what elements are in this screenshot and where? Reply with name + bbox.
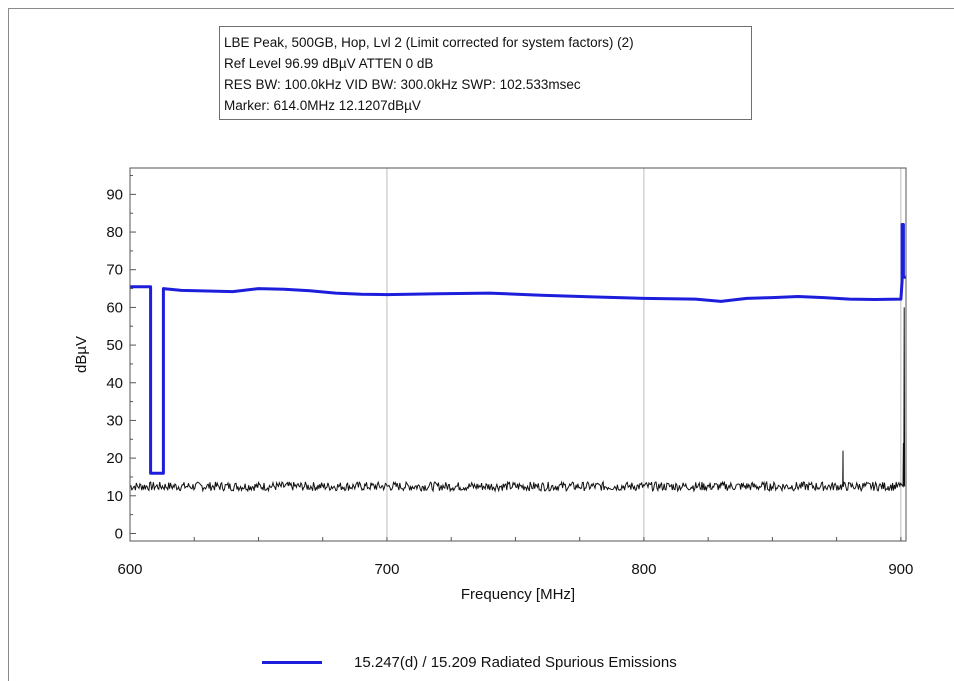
legend-label: 15.247(d) / 15.209 Radiated Spurious Emi…: [354, 653, 677, 671]
x-tick-label: 700: [374, 561, 399, 578]
y-tick-label: 10: [106, 488, 123, 505]
chart-legend: 15.247(d) / 15.209 Radiated Spurious Emi…: [262, 650, 677, 674]
y-tick-label: 60: [106, 299, 123, 316]
y-tick-label: 40: [106, 375, 123, 392]
info-bandwidth-line: RES BW: 100.0kHz VID BW: 300.0kHz SWP: 1…: [224, 77, 581, 92]
info-ref-level-line: Ref Level 96.99 dBµV ATTEN 0 dB: [224, 56, 434, 71]
y-tick-label: 0: [115, 525, 123, 542]
window-frame-left: [8, 8, 9, 681]
y-axis-title: dBµV: [73, 336, 90, 373]
limit-line: [130, 223, 906, 475]
y-tick-label: 90: [106, 186, 123, 203]
series-layer: [129, 223, 906, 493]
label-layer: Frequency [MHz] dBµV: [73, 336, 575, 603]
y-tick-label: 70: [106, 262, 123, 279]
y-tick-label: 20: [106, 450, 123, 467]
axis-layer: 600 700 800 900 0 10 20 30 40 50 60 70 80 90: [106, 175, 913, 578]
x-tick-label: 600: [117, 561, 142, 578]
info-title-line: LBE Peak, 500GB, Hop, Lvl 2 (Limit corre…: [224, 35, 634, 50]
info-marker-line: Marker: 614.0MHz 12.1207dBµV: [224, 98, 421, 113]
plot-border: [129, 167, 907, 542]
measurement-info-box: LBE Peak, 500GB, Hop, Lvl 2 (Limit corre…: [219, 26, 752, 120]
window-frame-top: [8, 8, 954, 9]
measurement-trace: [129, 307, 906, 493]
x-axis-title: Frequency [MHz]: [461, 586, 575, 603]
legend-swatch-limit-line: [262, 660, 322, 664]
y-tick-label: 50: [106, 337, 123, 354]
y-tick-label: 80: [106, 224, 123, 241]
x-tick-label: 900: [888, 561, 913, 578]
x-tick-label: 800: [631, 561, 656, 578]
y-tick-label: 30: [106, 412, 123, 429]
